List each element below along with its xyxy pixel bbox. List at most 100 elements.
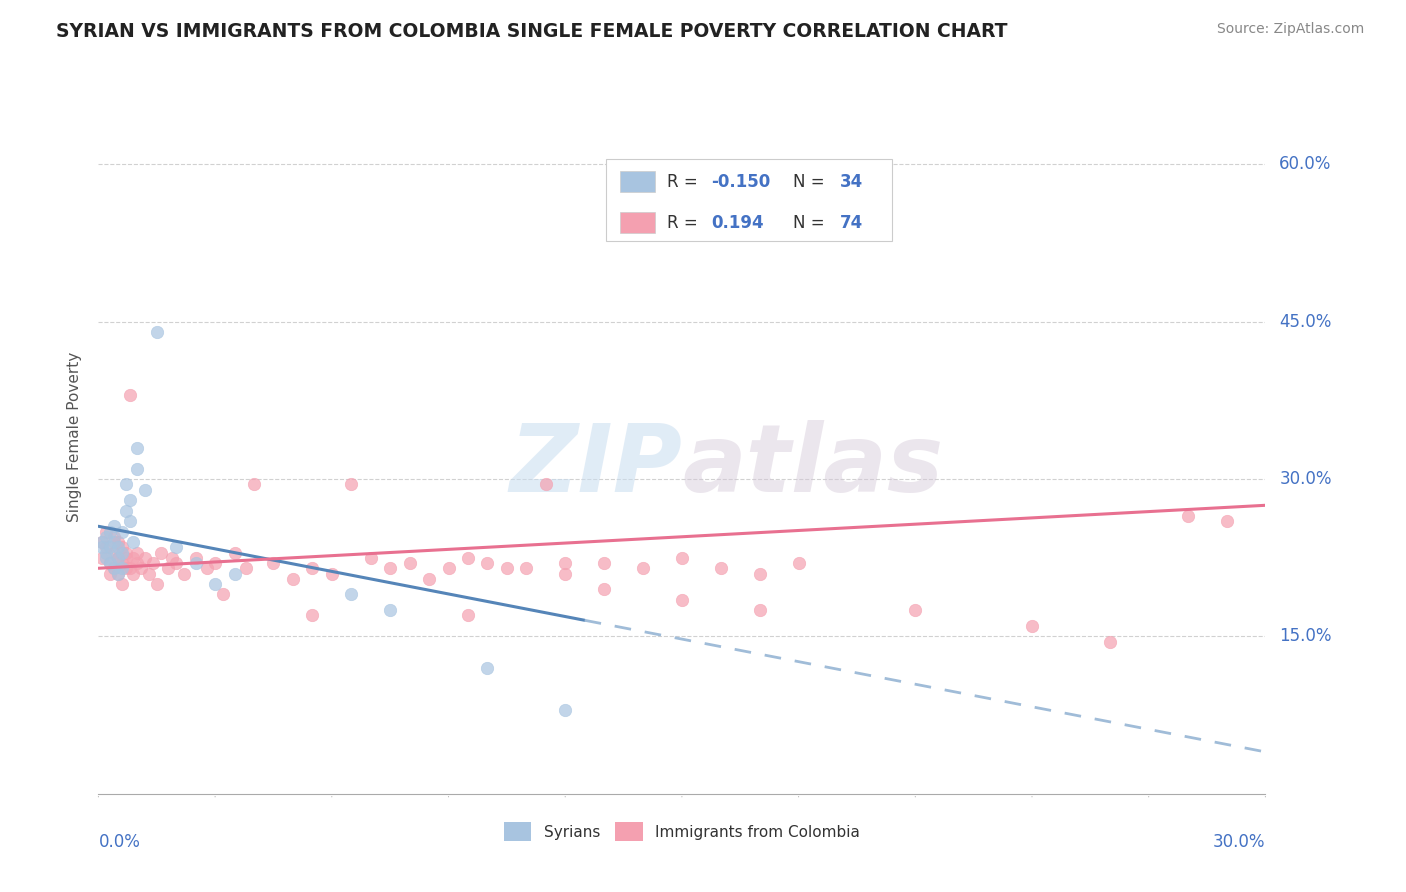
Point [671,550,693,565]
Point [118,388,141,402]
Point [262,556,284,570]
Point [146,577,169,591]
Point [91,550,114,565]
Point [224,566,246,581]
Point [173,566,195,581]
Point [127,441,149,455]
Point [134,550,156,565]
Point [118,493,141,508]
Point [103,561,125,575]
Text: atlas: atlas [682,419,943,512]
Point [111,545,134,559]
Point [418,572,440,586]
Point [1021,619,1043,633]
Point [301,561,323,575]
Point [477,661,499,675]
Point [114,477,136,491]
Y-axis label: Single Female Poverty: Single Female Poverty [67,352,83,522]
Point [91,535,114,549]
Point [340,587,363,601]
Point [111,556,134,570]
Point [114,561,136,575]
Point [127,461,149,475]
Point [98,541,121,555]
Point [127,556,149,570]
Text: SYRIAN VS IMMIGRANTS FROM COLOMBIA SINGLE FEMALE POVERTY CORRELATION CHART: SYRIAN VS IMMIGRANTS FROM COLOMBIA SINGL… [56,22,1008,41]
Point [103,545,125,559]
Point [457,550,479,565]
Text: 34: 34 [839,173,863,191]
Point [96,545,118,559]
Point [107,566,129,581]
Point [107,566,129,581]
Point [457,608,479,623]
Point [142,556,165,570]
Point [107,550,129,565]
Point [631,561,654,575]
Point [96,530,118,544]
Point [204,556,226,570]
Point [340,477,363,491]
Point [554,566,576,581]
Point [103,561,125,575]
Point [477,556,499,570]
Point [184,550,207,565]
Point [534,477,557,491]
Point [138,566,160,581]
Point [149,545,172,559]
Point [96,541,118,555]
Point [554,556,576,570]
Point [748,566,770,581]
Point [98,566,121,581]
Point [593,556,616,570]
FancyBboxPatch shape [606,159,891,241]
Point [103,519,125,533]
Point [122,566,145,581]
Point [165,556,187,570]
Point [103,535,125,549]
Point [98,524,121,539]
Point [96,550,118,565]
Point [710,561,733,575]
Point [98,556,121,570]
Point [671,592,693,607]
Point [103,530,125,544]
Point [111,577,134,591]
FancyBboxPatch shape [620,212,655,234]
Point [212,587,235,601]
Point [204,577,226,591]
Point [496,561,519,575]
Point [235,561,257,575]
Point [111,524,134,539]
Text: 45.0%: 45.0% [1279,312,1331,331]
Point [301,608,323,623]
Text: -0.150: -0.150 [711,173,770,191]
Point [243,477,266,491]
Point [146,325,169,339]
Point [1177,508,1199,523]
Point [91,541,114,555]
Point [787,556,810,570]
Point [129,561,152,575]
Point [224,545,246,559]
Text: 30.0%: 30.0% [1279,470,1331,488]
Text: 60.0%: 60.0% [1279,155,1331,173]
Text: Source: ZipAtlas.com: Source: ZipAtlas.com [1216,22,1364,37]
Text: 0.0%: 0.0% [98,833,141,851]
Point [127,545,149,559]
Point [111,561,134,575]
Point [380,561,402,575]
Point [118,561,141,575]
Text: 74: 74 [839,214,863,232]
Point [98,556,121,570]
Text: ZIP: ZIP [509,419,682,512]
Point [107,535,129,549]
Point [748,603,770,617]
Text: R =: R = [666,214,709,232]
Point [380,603,402,617]
Point [114,503,136,517]
Point [162,550,184,565]
Point [554,703,576,717]
Text: R =: R = [666,173,703,191]
Point [91,535,114,549]
